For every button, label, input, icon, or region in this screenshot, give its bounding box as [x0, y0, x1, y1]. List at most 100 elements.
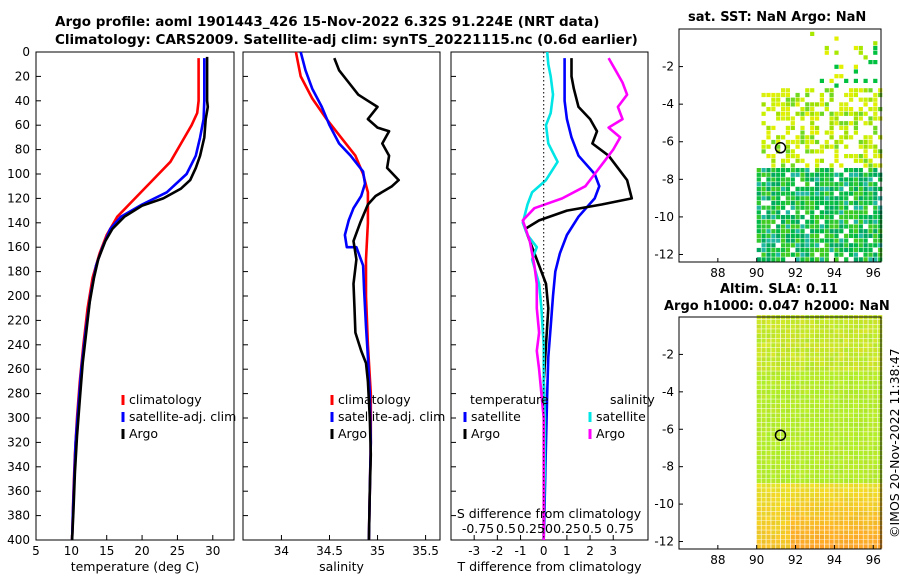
- sla-cell: [829, 460, 834, 465]
- sla-cell: [766, 385, 771, 390]
- sst-cell: [834, 252, 839, 257]
- sla-cell: [795, 483, 800, 488]
- sst-cell: [776, 92, 781, 98]
- sla-cell: [863, 497, 868, 502]
- sst-cell: [868, 88, 873, 93]
- sst-cell: [829, 168, 834, 173]
- sla-cell: [771, 357, 776, 362]
- sla-cell: [771, 460, 776, 465]
- sla-cell: [819, 535, 824, 540]
- sla-cell: [819, 422, 824, 427]
- sst-cell: [868, 257, 873, 262]
- sst-cell: [863, 135, 868, 140]
- sst-cell: [834, 205, 839, 210]
- sla-cell: [761, 404, 766, 409]
- sst-cell: [873, 50, 878, 55]
- sst-cell: [781, 116, 786, 121]
- sst-cell: [873, 102, 878, 107]
- sla-cell: [810, 347, 815, 353]
- sla-cell: [795, 539, 800, 544]
- sla-cell: [805, 319, 810, 324]
- sst-cell: [771, 92, 776, 98]
- sst-cell: [785, 92, 790, 98]
- sst-cell: [761, 233, 766, 238]
- sst-cell: [868, 243, 873, 248]
- sst-cell: [766, 177, 771, 182]
- sla-cell: [819, 375, 824, 381]
- sla-cell: [819, 441, 824, 446]
- sla-cell: [844, 375, 849, 381]
- sst-cell: [756, 219, 761, 224]
- sla-cell: [844, 492, 849, 498]
- sst-cell: [761, 224, 766, 229]
- sla-cell: [863, 375, 868, 381]
- sla-cell: [829, 535, 834, 540]
- sla-cell: [756, 441, 761, 446]
- sst-cell: [824, 130, 829, 135]
- sst-cell: [785, 177, 790, 182]
- sla-cell: [805, 441, 810, 446]
- sst-cell: [853, 191, 858, 196]
- sst-cell: [873, 97, 878, 102]
- sst-cell: [853, 233, 858, 238]
- sst-cell: [771, 125, 776, 130]
- sst-cell: [853, 182, 858, 187]
- sst-cell: [834, 243, 839, 248]
- sla-cell: [858, 385, 863, 390]
- sla-cell: [839, 441, 844, 446]
- sla-cell: [776, 399, 781, 404]
- sst-cell: [839, 121, 844, 126]
- sla-cell: [878, 520, 883, 526]
- sst-cell: [790, 172, 795, 177]
- sla-cell: [781, 474, 786, 479]
- sla-cell: [815, 366, 820, 371]
- sla-cell: [849, 422, 854, 427]
- sla-cell: [800, 394, 805, 399]
- sla-cell: [878, 525, 883, 530]
- sla-cell: [868, 520, 873, 526]
- sst-cell: [878, 149, 883, 154]
- sst-cell: [805, 144, 810, 149]
- sst-cell: [824, 139, 829, 145]
- sst-cell: [849, 168, 854, 173]
- sst-cell: [853, 92, 858, 98]
- sst-cell: [824, 229, 829, 234]
- sst-cell: [878, 229, 883, 234]
- sst-cell: [795, 92, 800, 98]
- sla-cell: [844, 516, 849, 521]
- sla-cell: [805, 539, 810, 544]
- sla-cell: [878, 460, 883, 465]
- sla-cell: [785, 436, 790, 441]
- sst-cell: [771, 182, 776, 187]
- sst-cell: [766, 247, 771, 253]
- sla-cell: [873, 432, 878, 437]
- salinity-panel-series-climatology: [294, 51, 373, 541]
- sla-cell: [834, 483, 839, 488]
- temperature-panel-ytick-label: 280: [7, 387, 30, 401]
- sla-cell: [824, 352, 829, 357]
- sst-cell: [878, 196, 883, 201]
- sla-cell: [824, 464, 829, 469]
- figure-title-line2: Climatology: CARS2009. Satellite-adj cli…: [55, 32, 638, 48]
- sla-cell: [844, 343, 849, 348]
- sst-cell: [878, 135, 883, 140]
- sla-cell: [839, 427, 844, 432]
- sst-cell: [834, 229, 839, 234]
- sla-cell: [844, 436, 849, 441]
- sst-cell: [771, 210, 776, 215]
- sst-cell: [815, 182, 820, 187]
- sla-cell: [756, 375, 761, 381]
- sst-cell: [863, 154, 868, 159]
- sla-cell: [849, 436, 854, 441]
- sst-cell: [829, 224, 834, 229]
- salinity-panel-series-satellite-adj-clim: [299, 51, 373, 541]
- sst-cell: [858, 172, 863, 177]
- sla-cell: [849, 525, 854, 530]
- sst-cell: [815, 168, 820, 173]
- sst-cell: [829, 205, 834, 210]
- sla-cell: [824, 497, 829, 502]
- sla-cell: [858, 404, 863, 409]
- sla-cell: [873, 319, 878, 324]
- sst-cell: [873, 163, 878, 168]
- sla-cell: [853, 469, 858, 474]
